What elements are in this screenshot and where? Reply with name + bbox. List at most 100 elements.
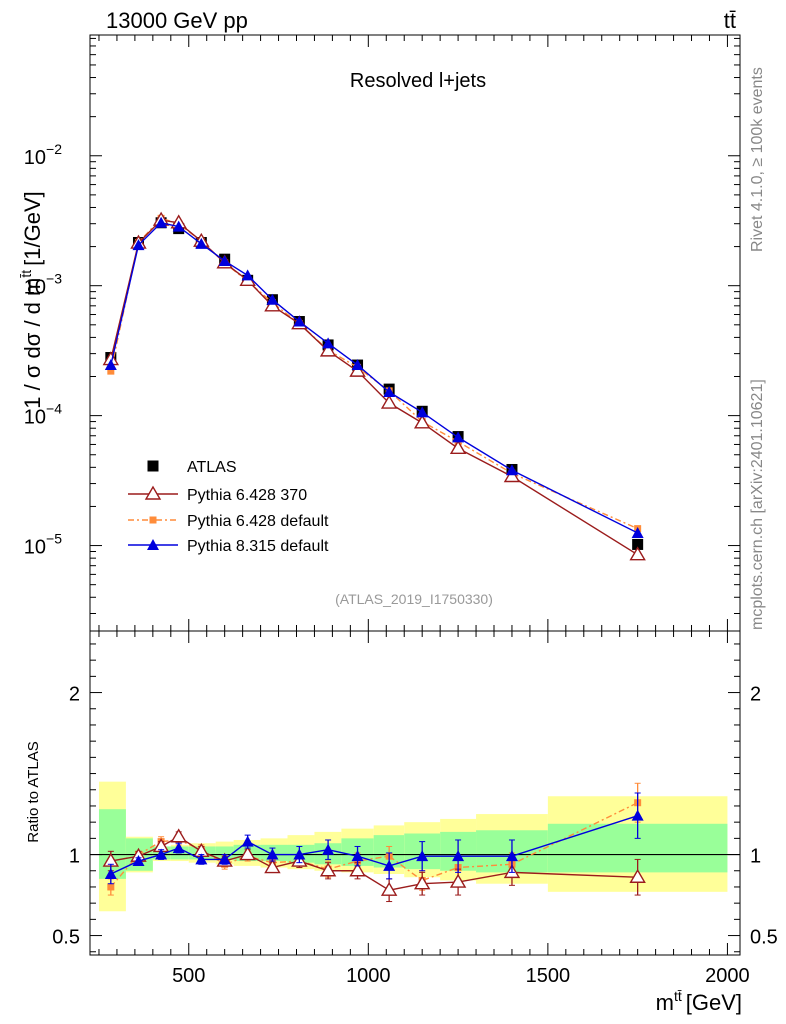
ratio-point: [218, 853, 231, 865]
ratio-point: [449, 873, 467, 888]
ratio-point: [505, 850, 518, 862]
data-point: [266, 293, 279, 305]
energy-label: 13000 GeV pp: [106, 8, 248, 33]
ratio-point: [172, 842, 185, 854]
legend: ATLAS Pythia 6.428 370 Pythia 6.428 defaul…: [128, 459, 329, 555]
ratio-frame: [89, 630, 741, 956]
ratio-point: [322, 843, 335, 855]
x-axis-label: mtt̄ [GeV]: [656, 988, 742, 1015]
ratio-point: [293, 848, 306, 860]
legend-label: ATLAS: [187, 459, 237, 476]
ratio-y-tick-label-right: 1: [750, 846, 761, 868]
series-line: [110, 222, 638, 534]
data-point: [503, 468, 521, 483]
data-point: [195, 237, 208, 249]
ratio-point: [104, 868, 117, 879]
ratio-point: [349, 862, 366, 877]
series-line: [110, 217, 638, 530]
main-y-tick-label: 10−5: [24, 531, 62, 559]
legend-marker: [149, 516, 157, 524]
data-point: [155, 216, 168, 228]
ratio-point: [452, 850, 465, 862]
x-tick-label: 1500: [526, 965, 571, 987]
analysis-id: (ATLAS_2019_I1750330): [335, 591, 493, 607]
x-tick-label: 500: [172, 965, 205, 987]
ratio-line: [110, 835, 638, 891]
ratio-series: [102, 782, 646, 903]
legend-item: Pythia 6.428 370: [128, 485, 307, 504]
series-line: [110, 219, 639, 556]
ratio-point: [239, 846, 256, 861]
ratio-point: [413, 875, 431, 890]
main-series: [102, 211, 646, 561]
ratio-pythia-6-428-370: [102, 828, 646, 903]
ratio-pythia-8-315-default: [104, 792, 644, 885]
data-point: [349, 362, 366, 377]
data-point: [383, 385, 396, 397]
data-point: [132, 239, 145, 251]
x-tick-label: 1000: [346, 965, 391, 987]
data-point: [218, 254, 231, 266]
main-y-tick-label: 10−2: [24, 141, 62, 169]
ratio-point: [170, 828, 187, 843]
data-point: [241, 269, 254, 281]
data-point: [351, 359, 364, 371]
ratio-line: [110, 815, 638, 875]
rivet-version-label: Rivet 4.1.0, ≥ 100k events: [749, 67, 766, 252]
data-point: [104, 359, 117, 371]
legend-item: ATLAS: [147, 459, 237, 476]
ratio-y-tick-label-right: 0.5: [750, 927, 778, 949]
legend-label: Pythia 8.315 default: [187, 538, 329, 555]
series-pythia-8-315-default: [104, 216, 644, 538]
ratio-point: [241, 835, 254, 847]
data-point: [449, 439, 467, 455]
plot-title: Resolved l+jets: [350, 70, 486, 92]
ratio-point: [383, 859, 396, 871]
ratio-point: [629, 868, 646, 883]
ratio-point: [195, 853, 208, 865]
data-point: [172, 220, 185, 232]
ratio-point: [264, 859, 281, 874]
ratio-ticks: 0.5 0.5 1 1 2 2 500 1000 1500 2000: [52, 631, 778, 987]
uncertainty-band-inner: [98, 809, 126, 879]
legend-marker: [147, 539, 159, 550]
data-point: [629, 546, 646, 561]
series-pythia-6-428-default: [107, 214, 642, 533]
data-point: [380, 394, 398, 409]
ratio-point: [631, 809, 644, 821]
ratio-y-tick-label: 2: [69, 684, 80, 706]
ratio-point: [266, 848, 279, 860]
ratio-y-tick-label: 0.5: [52, 927, 80, 949]
legend-label: Pythia 6.428 370: [187, 487, 307, 504]
data-point: [264, 297, 281, 312]
x-tick-label: 2000: [705, 965, 750, 987]
data-point: [632, 538, 644, 550]
ratio-line: [110, 802, 638, 888]
legend-item: Pythia 6.428 default: [128, 513, 329, 530]
data-point: [413, 414, 431, 429]
ratio-y-axis-label: Ratio to ATLAS: [25, 741, 42, 842]
ratio-point: [155, 848, 168, 860]
ratio-point: [132, 855, 145, 867]
legend-item: Pythia 8.315 default: [128, 538, 329, 555]
ratio-y-tick-label-right: 2: [750, 684, 761, 706]
series-atlas: [105, 217, 644, 550]
data-point: [631, 526, 644, 538]
source-label: mcplots.cern.ch [arXiv:2401.10621]: [749, 379, 766, 630]
data-point: [293, 315, 306, 327]
ratio-point: [351, 850, 364, 862]
data-point: [319, 342, 337, 357]
ratio-point: [107, 883, 115, 891]
ratio-point: [416, 850, 429, 862]
series-pythia-6-428-370: [102, 211, 646, 561]
data-point: [505, 464, 518, 476]
data-point: [107, 367, 115, 375]
data-point: [452, 431, 465, 443]
ratio-y-tick-label: 1: [69, 846, 80, 868]
main-panel: 10−510−410−310−2 Resolved l+jets (ATLAS_…: [18, 34, 741, 632]
data-point: [322, 337, 335, 349]
data-point: [416, 406, 429, 418]
legend-marker: [147, 460, 159, 472]
process-label: tt̄: [724, 8, 736, 33]
